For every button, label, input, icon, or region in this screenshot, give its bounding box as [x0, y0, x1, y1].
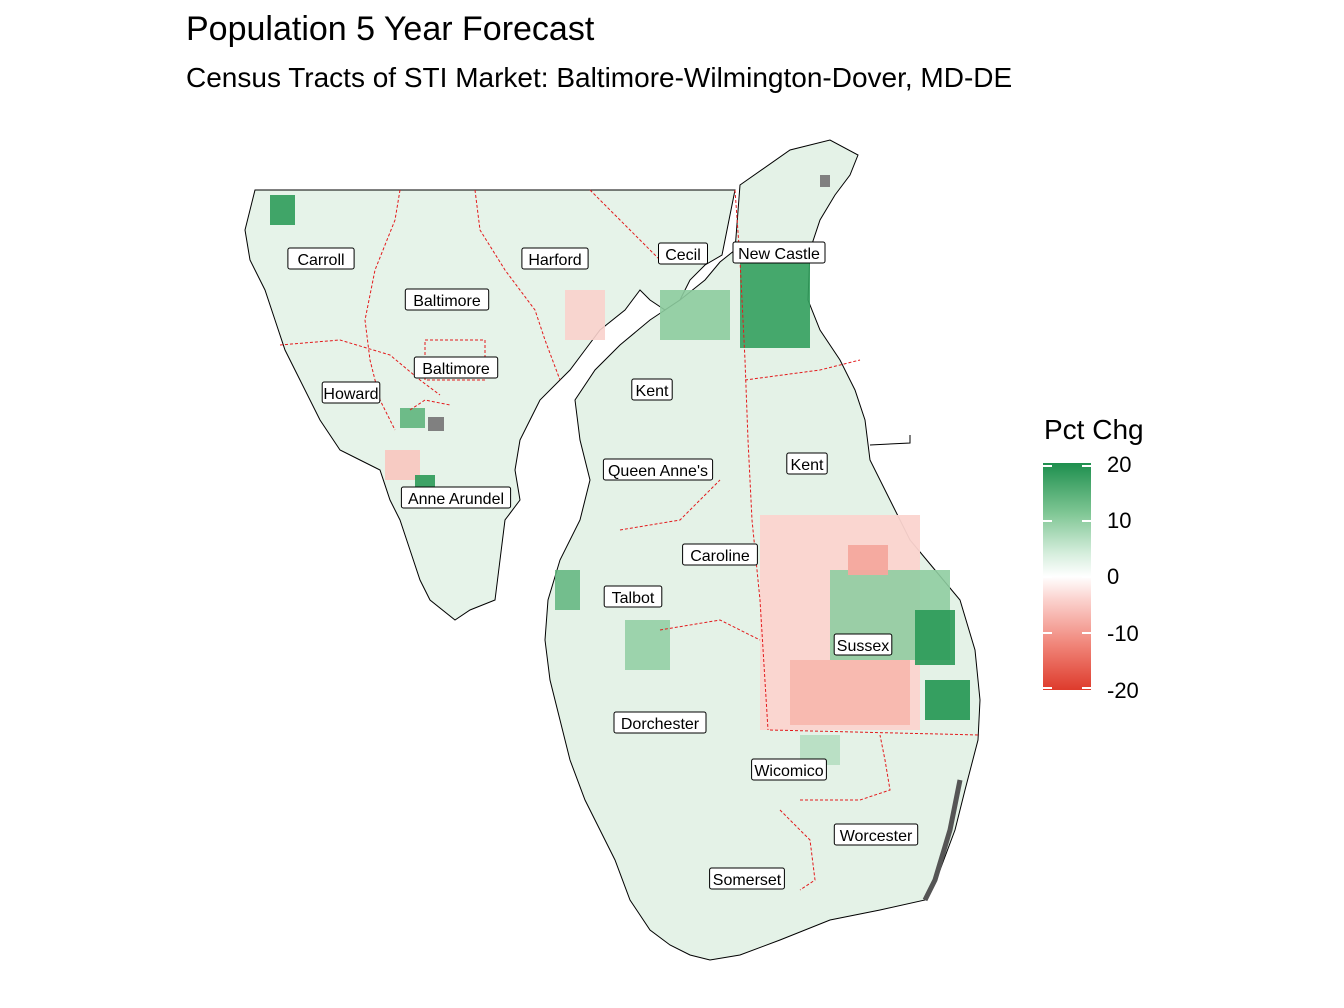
county-label-baltimore: Baltimore	[404, 288, 490, 311]
tract-patch	[740, 258, 810, 348]
county-label-box	[751, 758, 827, 781]
tract-patch	[925, 680, 970, 720]
county-label-queen-anne-s: Queen Anne's	[602, 458, 714, 481]
county-label-howard: Howard	[321, 381, 381, 404]
tract-patch	[565, 290, 605, 340]
tract-patch	[820, 175, 830, 187]
county-label-box	[732, 241, 826, 264]
county-labels: Carroll Harford Cecil New Castle Baltimore Ba…	[287, 241, 919, 890]
county-label-text: Cecil	[665, 247, 701, 264]
chart-title: Population 5 Year Forecast	[186, 10, 595, 48]
county-label-box	[602, 458, 714, 481]
county-label-new-castle: New Castle	[732, 241, 826, 264]
county-label-harford: Harford	[521, 247, 589, 270]
county-label-text: Somerset	[713, 872, 782, 889]
county-label-cecil: Cecil	[658, 242, 708, 265]
western-shore-landmass	[244, 189, 736, 621]
county-label-text: Queen Anne's	[608, 463, 708, 480]
county-label-box	[321, 381, 381, 404]
county-label-dorchester: Dorchester	[613, 711, 707, 734]
legend-tick-label: 0	[1107, 564, 1120, 589]
county-label-text: Caroline	[690, 548, 750, 565]
county-label-box	[613, 711, 707, 734]
county-label-box	[287, 247, 355, 270]
tract-patch	[400, 408, 425, 428]
tract-patch	[660, 290, 730, 340]
county-label-text: Carroll	[297, 252, 344, 269]
tract-patch	[385, 450, 420, 480]
county-label-box	[658, 242, 708, 265]
county-label-box	[709, 867, 785, 890]
county-label-text: Harford	[528, 252, 581, 269]
county-label-box	[631, 378, 673, 401]
tract-patch	[555, 570, 580, 610]
county-label-talbot: Talbot	[603, 585, 663, 608]
county-label-anne-arundel: Anne Arundel	[400, 486, 512, 509]
county-label-somerset: Somerset	[709, 867, 785, 890]
tract-patch	[790, 660, 910, 725]
tract-patch	[428, 417, 444, 431]
chart-subtitle: Census Tracts of STI Market: Baltimore-W…	[186, 62, 1013, 93]
atlantic-coast-strip	[922, 779, 963, 902]
county-label-box	[400, 486, 512, 509]
county-label-text: Anne Arundel	[408, 491, 504, 508]
county-label-sussex: Sussex	[833, 633, 893, 656]
county-label-text: Dorchester	[621, 716, 700, 733]
county-label-text: Sussex	[837, 638, 889, 655]
delaware-bay-line	[869, 435, 911, 446]
county-label-text: Baltimore	[422, 361, 490, 378]
county-label-kent: Kent	[786, 452, 828, 475]
county-label-caroline: Caroline	[682, 543, 758, 566]
legend-title: Pct Chg	[1044, 414, 1144, 445]
tract-patch	[848, 545, 888, 575]
county-label-worcester: Worcester	[833, 823, 919, 846]
legend-tick-label: -20	[1107, 678, 1139, 703]
county-label-text: Wicomico	[754, 763, 823, 780]
county-label-box	[521, 247, 589, 270]
county-label-kent: Kent	[631, 378, 673, 401]
county-label-text: Howard	[323, 386, 378, 403]
county-label-box	[833, 823, 919, 846]
county-label-box	[682, 543, 758, 566]
legend-tick-label: 20	[1107, 452, 1132, 477]
county-label-box	[404, 288, 490, 311]
county-label-text: Worcester	[840, 828, 913, 845]
tract-patch	[270, 195, 295, 225]
county-label-text: Kent	[636, 383, 669, 400]
county-label-wicomico: Wicomico	[751, 758, 827, 781]
county-label-carroll: Carroll	[287, 247, 355, 270]
county-label-text: New Castle	[738, 246, 820, 263]
county-label-box	[833, 633, 893, 656]
legend-tick-label: 10	[1107, 508, 1132, 533]
county-label-box	[603, 585, 663, 608]
tract-patch	[915, 610, 955, 665]
county-label-text: Baltimore	[413, 293, 481, 310]
county-label-text: Kent	[791, 457, 824, 474]
legend-tick-label: -10	[1107, 621, 1139, 646]
county-label-box	[413, 356, 499, 379]
county-label-baltimore: Baltimore	[413, 356, 499, 379]
tract-patch	[625, 620, 670, 670]
county-label-box	[786, 452, 828, 475]
county-label-text: Talbot	[612, 590, 655, 607]
